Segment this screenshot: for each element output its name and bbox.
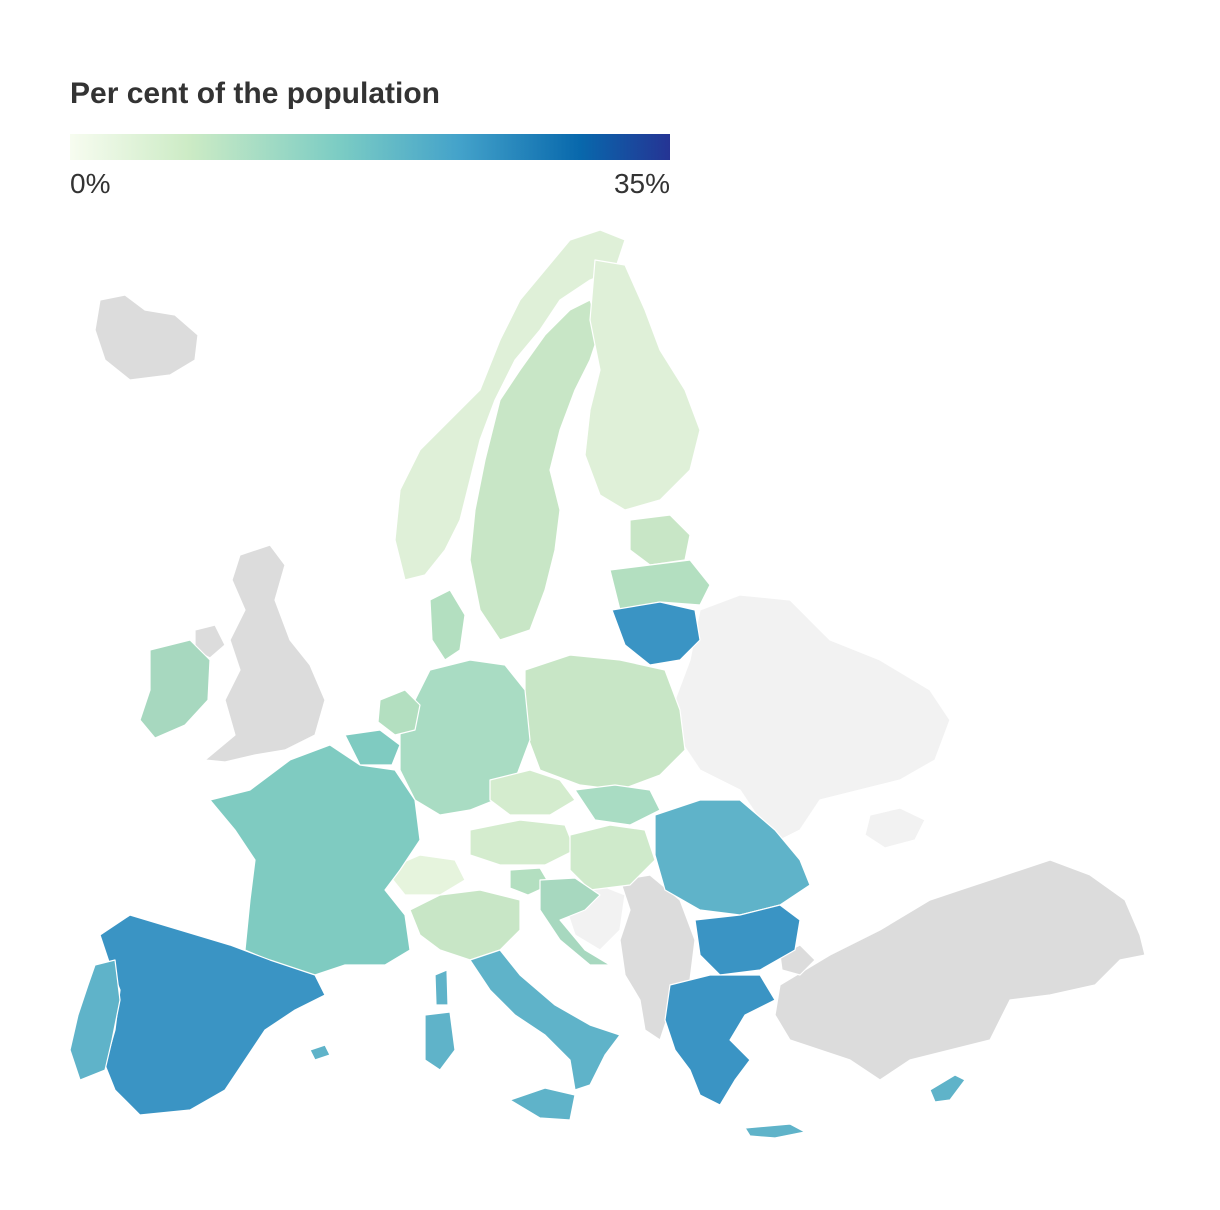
region-turkey [774, 859, 1146, 1081]
region-corsica [434, 969, 449, 1006]
region-sicily [509, 1087, 576, 1121]
region-cyprus [929, 1074, 966, 1103]
region-norway [394, 229, 626, 581]
legend-labels: 0% 35% [70, 168, 670, 208]
region-belgium [344, 729, 401, 766]
region-lithuania [611, 601, 701, 666]
region-netherlands [377, 689, 421, 736]
region-sardinia [424, 1011, 456, 1071]
legend-title: Per cent of the population [70, 77, 441, 110]
region-estonia [629, 514, 691, 566]
region-ireland [139, 639, 211, 739]
region-austria [469, 819, 576, 866]
region-great-britain [204, 544, 326, 763]
region-italy-south [469, 949, 621, 1091]
legend: Per cent of the population 0% 35% [70, 72, 670, 208]
region-crete [744, 1123, 806, 1139]
region-sweden [469, 299, 601, 641]
region-slovakia [574, 784, 661, 826]
region-poland [524, 654, 686, 791]
region-spain [99, 914, 326, 1116]
legend-min-label: 0% [70, 168, 111, 199]
region-italy-north [409, 889, 521, 961]
region-switzerland [384, 854, 466, 896]
region-finland [584, 259, 701, 511]
region-croatia [539, 877, 611, 966]
region-portugal [69, 959, 121, 1081]
region-germany [399, 659, 531, 816]
region-moldova [864, 807, 926, 849]
region-czechia [489, 769, 576, 816]
region-balearic [309, 1044, 331, 1061]
region-romania [654, 799, 811, 916]
region-bulgaria [694, 904, 801, 976]
legend-max-label: 35% [613, 168, 670, 199]
legend-color-ramp [70, 134, 670, 160]
region-iceland [94, 294, 199, 381]
region-france [209, 744, 421, 976]
region-greece [664, 974, 776, 1106]
region-denmark [429, 589, 466, 661]
region-hungary [569, 824, 656, 891]
